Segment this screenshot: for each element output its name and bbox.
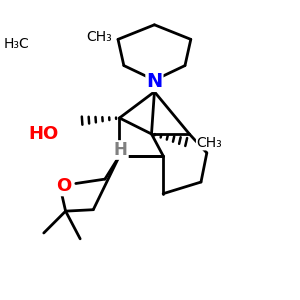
Text: CH₃: CH₃: [86, 30, 112, 44]
Text: CH₃: CH₃: [196, 136, 222, 150]
Text: H₃C: H₃C: [4, 37, 29, 51]
Text: N: N: [146, 72, 163, 91]
Text: H: H: [114, 141, 128, 159]
Text: HO: HO: [28, 125, 58, 143]
Text: O: O: [56, 177, 72, 195]
